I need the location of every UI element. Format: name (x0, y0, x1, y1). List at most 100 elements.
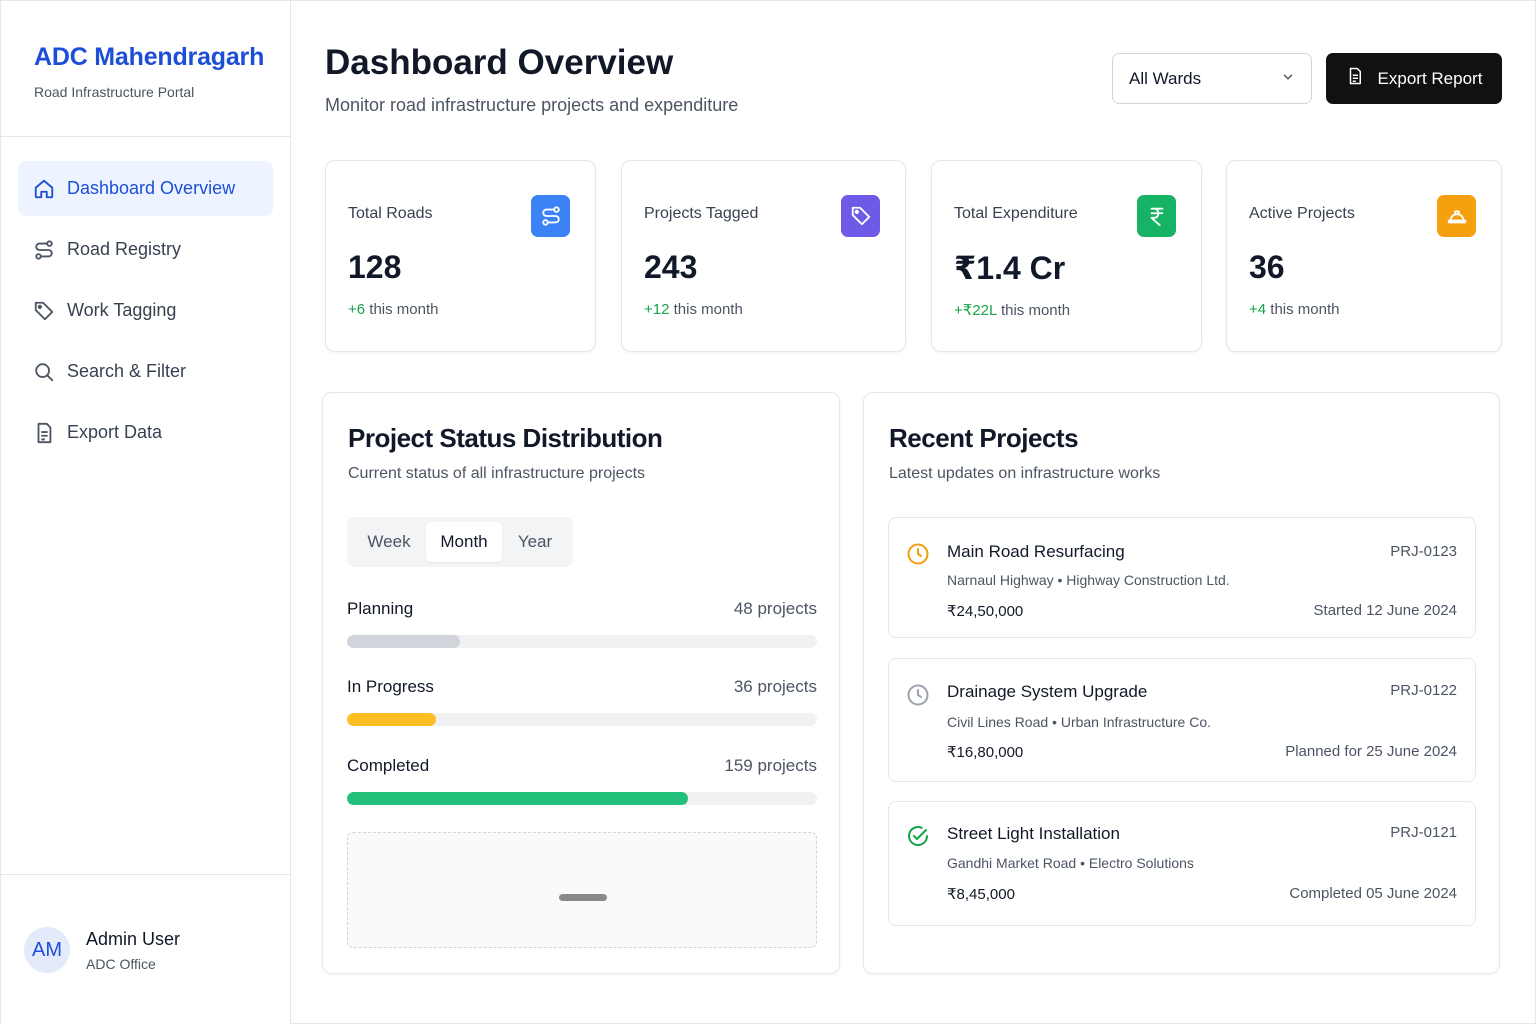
chevron-down-icon (1281, 69, 1295, 89)
user-role: ADC Office (86, 955, 156, 972)
tab-week[interactable]: Week (367, 532, 411, 551)
stat-delta-suffix: this month (996, 302, 1071, 319)
progress-track (347, 792, 817, 805)
panel-title: Recent Projects (889, 423, 1079, 453)
stat-card-projects-tagged: Projects Tagged 243 +12 this month (621, 160, 906, 352)
progress-track (347, 635, 817, 648)
stat-label: Total Roads (348, 205, 433, 222)
project-location: Gandhi Market Road • Electro Solutions (947, 855, 1194, 871)
progress-track (347, 713, 817, 726)
page-subtitle: Monitor road infrastructure projects and… (325, 95, 739, 115)
chart-placeholder (347, 832, 817, 948)
sidebar-nav: Dashboard Overview Road Registry Work Ta… (1, 137, 290, 490)
brand-title[interactable]: ADC Mahendragarh (34, 43, 265, 71)
user-name: Admin User (86, 928, 181, 949)
tab-year[interactable]: Year (517, 532, 553, 551)
project-date: Started 12 June 2024 (1313, 602, 1457, 619)
project-name: Main Road Resurfacing (947, 542, 1125, 561)
project-date: Completed 05 June 2024 (1289, 885, 1457, 902)
project-card[interactable]: Drainage System Upgrade PRJ-0122 Civil L… (888, 658, 1476, 782)
project-card[interactable]: Street Light Installation PRJ-0121 Gandh… (888, 801, 1476, 926)
project-name: Street Light Installation (947, 824, 1120, 843)
export-report-label: Export Report (1377, 68, 1483, 88)
sidebar-item-road-registry[interactable]: Road Registry (18, 222, 273, 277)
document-icon (1346, 67, 1364, 90)
progress-fill (347, 792, 688, 805)
stat-delta: +12 this month (644, 301, 743, 318)
recent-projects-panel: Recent Projects Latest updates on infras… (863, 392, 1500, 974)
stat-value: 36 (1249, 249, 1285, 285)
brand: ADC Mahendragarh Road Infrastructure Por… (1, 1, 290, 137)
stat-label: Total Expenditure (954, 205, 1078, 222)
route-icon (531, 195, 570, 237)
search-icon (33, 361, 55, 383)
clock-icon (906, 542, 930, 566)
sidebar-item-export-data[interactable]: Export Data (18, 405, 273, 460)
status-name: In Progress (347, 677, 434, 696)
panel-subtitle: Latest updates on infrastructure works (889, 465, 1161, 482)
status-count: 48 projects (733, 599, 817, 618)
user-text: Admin User ADC Office (86, 929, 180, 972)
panel-subtitle: Current status of all infrastructure pro… (348, 465, 646, 482)
stat-label: Active Projects (1249, 205, 1355, 222)
stat-delta-value: +₹22L (954, 302, 997, 319)
stat-value: 128 (348, 249, 402, 285)
stat-card-total-roads: Total Roads 128 +6 this month (325, 160, 596, 352)
sidebar-item-label: Work Tagging (67, 300, 177, 320)
stat-delta: +₹22L this month (954, 301, 1070, 319)
ward-select-value: All Wards (1129, 68, 1202, 88)
avatar: AM (24, 927, 70, 973)
clock-icon (906, 683, 930, 707)
home-icon (33, 178, 55, 200)
status-count: 36 projects (733, 677, 817, 696)
tag-icon (841, 195, 880, 237)
sidebar-item-work-tagging[interactable]: Work Tagging (18, 283, 273, 338)
document-icon (33, 422, 55, 444)
drag-handle-icon[interactable] (559, 894, 607, 901)
page-title: Dashboard Overview (325, 43, 674, 82)
stat-delta-suffix: this month (669, 301, 743, 318)
hardhat-icon (1437, 195, 1476, 237)
project-id: PRJ-0122 (1390, 682, 1457, 699)
status-row-planning: Planning 48 projects (347, 599, 817, 648)
status-name: Planning (347, 599, 414, 618)
stat-delta: +4 this month (1249, 301, 1339, 318)
project-name: Drainage System Upgrade (947, 682, 1148, 701)
ward-select[interactable]: All Wards (1112, 53, 1312, 104)
brand-subtitle: Road Infrastructure Portal (34, 84, 195, 100)
stat-delta-suffix: this month (1266, 301, 1340, 318)
stat-card-total-expenditure: Total Expenditure ₹1.4 Cr +₹22L this mon… (931, 160, 1202, 352)
sidebar-item-label: Dashboard Overview (67, 178, 236, 198)
project-location: Civil Lines Road • Urban Infrastructure … (947, 714, 1212, 730)
stat-card-active-projects: Active Projects 36 +4 this month (1226, 160, 1502, 352)
stat-delta-value: +12 (644, 301, 670, 318)
project-location: Narnaul Highway • Highway Construction L… (947, 572, 1230, 588)
tag-icon (33, 300, 55, 322)
sidebar: ADC Mahendragarh Road Infrastructure Por… (1, 1, 291, 1024)
sidebar-item-dashboard-overview[interactable]: Dashboard Overview (18, 161, 273, 216)
stat-delta-value: +6 (348, 301, 366, 318)
rupee-icon (1137, 195, 1176, 237)
sidebar-item-label: Search & Filter (67, 361, 187, 381)
status-row-in-progress: In Progress 36 projects (347, 677, 817, 726)
sidebar-item-label: Export Data (67, 422, 163, 442)
sidebar-item-label: Road Registry (67, 239, 182, 259)
project-amount: ₹16,80,000 (947, 744, 1024, 761)
project-card[interactable]: Main Road Resurfacing PRJ-0123 Narnaul H… (888, 517, 1476, 638)
status-name: Completed (347, 756, 430, 775)
project-id: PRJ-0121 (1390, 824, 1457, 841)
status-row-completed: Completed 159 projects (347, 756, 817, 805)
export-report-button[interactable]: Export Report (1326, 53, 1502, 104)
sidebar-item-search-filter[interactable]: Search & Filter (18, 344, 273, 399)
project-status-panel: Project Status Distribution Current stat… (322, 392, 840, 974)
status-count: 159 projects (724, 756, 817, 775)
progress-fill (347, 713, 437, 726)
progress-fill (347, 635, 460, 648)
user-profile[interactable]: AM Admin User ADC Office (1, 874, 290, 1024)
period-toggle: Week Month Year (347, 517, 573, 567)
stat-delta-suffix: this month (365, 301, 439, 318)
stat-delta-value: +4 (1249, 301, 1267, 318)
tab-month[interactable]: Month (426, 522, 502, 562)
project-id: PRJ-0123 (1390, 543, 1457, 560)
stat-value: 243 (644, 249, 698, 285)
